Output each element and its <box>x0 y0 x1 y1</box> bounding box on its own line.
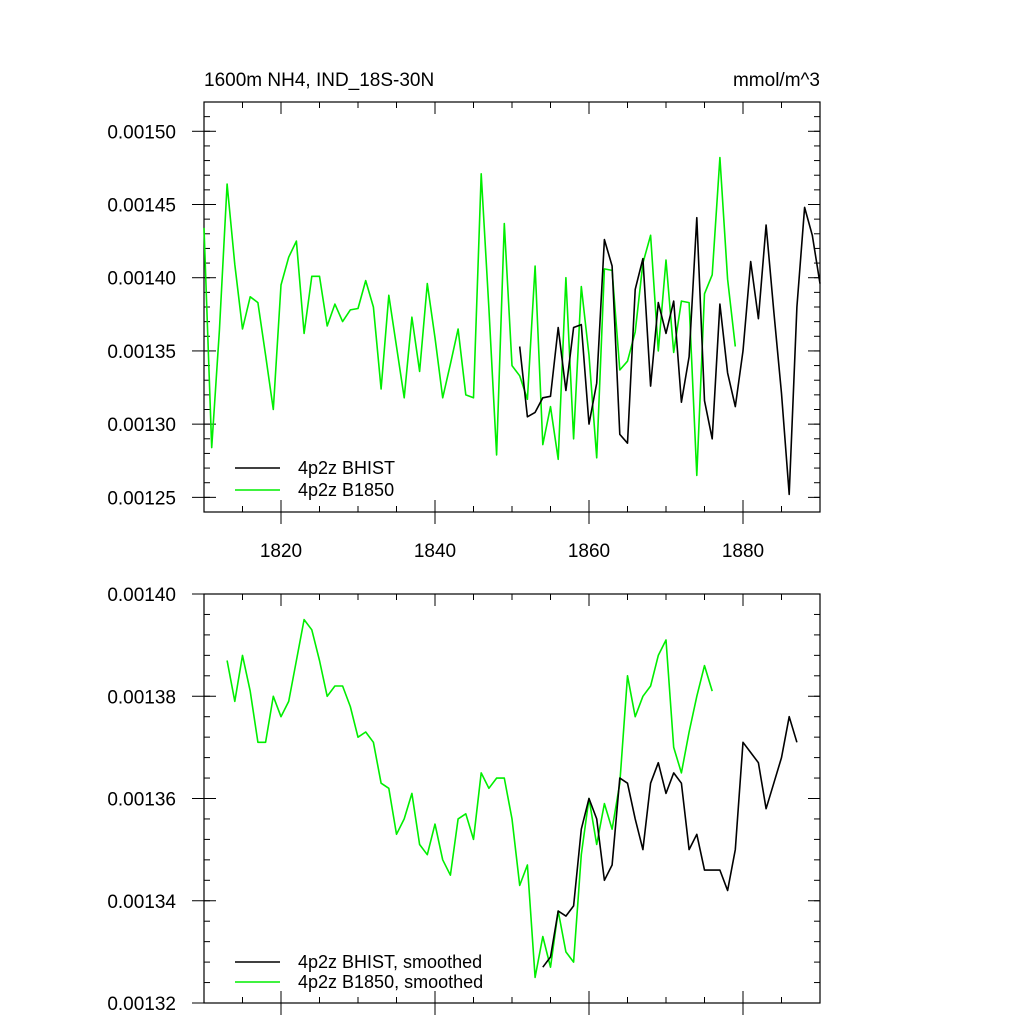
y-tick-label: 0.00138 <box>107 687 176 708</box>
bottom-panel: 0.00132 0.00134 0.00136 0.00138 0.00140 4p2z … <box>107 585 821 1015</box>
y-tick-label: 0.00135 <box>107 342 176 363</box>
legend-label: 4p2z BHIST <box>298 458 395 478</box>
y-tick-label: 0.00125 <box>107 488 176 509</box>
x-tick-label: 1840 <box>414 541 456 562</box>
series-line-bhist <box>542 715 798 968</box>
series-line-b1850 <box>203 156 737 477</box>
x-tick-label: 1860 <box>568 541 610 562</box>
x-tick-label: 1880 <box>722 541 764 562</box>
y-tick-label: 0.00134 <box>107 892 176 913</box>
top-panel: 1600m NH4, IND_18S-30N mmol/m^3 1820 1840… <box>107 70 821 562</box>
legend-label: 4p2z BHIST, smoothed <box>298 952 482 972</box>
y-tick-label: 0.00130 <box>107 415 176 436</box>
y-tick-label: 0.00140 <box>107 585 176 606</box>
y-tick-label: 0.00140 <box>107 269 176 290</box>
plot-frame <box>203 101 821 513</box>
plot-frame <box>203 593 821 1004</box>
legend-label: 4p2z B1850, smoothed <box>298 972 483 992</box>
x-tick-label: 1820 <box>260 541 302 562</box>
y-tick-label: 0.00132 <box>107 994 176 1015</box>
legend-label: 4p2z B1850 <box>298 480 394 500</box>
y-tick-label: 0.00150 <box>107 122 176 143</box>
y-tick-label: 0.00136 <box>107 790 176 811</box>
y-tick-label: 0.00145 <box>107 196 176 217</box>
series-line-bhist <box>518 206 821 496</box>
series-line-b1850 <box>226 618 713 979</box>
chart-title: 1600m NH4, IND_18S-30N <box>204 70 434 91</box>
units-label: mmol/m^3 <box>733 70 820 91</box>
